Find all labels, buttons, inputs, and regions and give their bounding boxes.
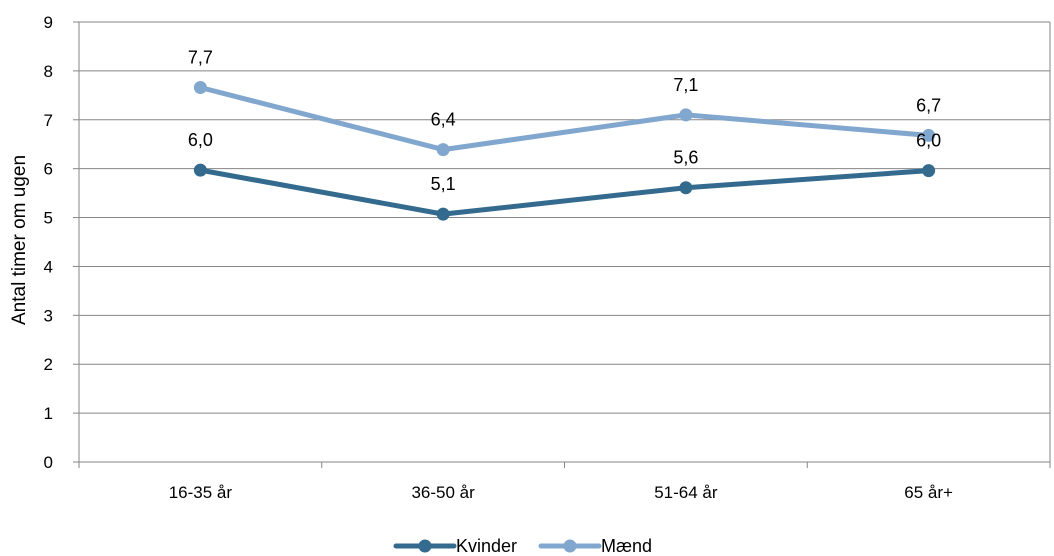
y-tick-label: 5 (44, 209, 53, 228)
y-tick-label: 8 (44, 62, 53, 81)
data-label: 5,1 (431, 174, 456, 194)
data-point (922, 128, 936, 142)
legend[interactable]: Kvinder Mænd (393, 536, 652, 556)
legend-swatch-marker (418, 539, 432, 553)
y-tick-label: 4 (44, 257, 53, 276)
data-point (436, 207, 450, 221)
legend-label: Kvinder (456, 536, 517, 556)
legend-item-mænd[interactable]: Mænd (538, 536, 652, 556)
data-point (436, 143, 450, 157)
legend-label: Mænd (601, 536, 652, 556)
y-axis-title: Antal timer om ugen (9, 155, 30, 325)
data-label: 6,0 (916, 131, 941, 151)
series-kvinder (193, 163, 936, 221)
x-tick-label: 65 år+ (904, 483, 953, 502)
data-labels: 6,0 5,1 5,6 6,0 7,7 6,4 7,1 6,7 (188, 48, 941, 195)
data-label: 6,4 (431, 110, 456, 130)
series-line (197, 85, 932, 153)
data-label: 7,1 (673, 75, 698, 95)
y-tick-label: 9 (44, 13, 53, 32)
y-tick-label: 1 (44, 404, 53, 423)
legend-swatch-marker (563, 539, 577, 553)
data-label: 6,0 (188, 130, 213, 150)
data-label: 6,7 (916, 95, 941, 115)
y-tick-label: 2 (44, 355, 53, 374)
data-label: 5,6 (673, 148, 698, 168)
axes (73, 21, 1051, 468)
legend-item-kvinder[interactable]: Kvinder (393, 536, 517, 556)
series-line (197, 167, 932, 217)
y-tick-label: 7 (44, 111, 53, 130)
gridlines (79, 21, 1050, 414)
y-tick-label: 6 (44, 160, 53, 179)
data-point (922, 164, 936, 178)
series-mænd (193, 81, 936, 157)
data-point (679, 181, 693, 195)
data-point (193, 81, 207, 95)
x-tick-labels: 16-35 år 36-50 år 51-64 år 65 år+ (169, 483, 953, 502)
data-label: 7,7 (188, 48, 213, 68)
y-tick-label: 3 (44, 306, 53, 325)
y-tick-labels: 0 1 2 3 4 5 6 7 8 9 (44, 13, 53, 472)
x-tick-label: 36-50 år (411, 483, 475, 502)
data-point (193, 163, 207, 177)
x-tick-label: 16-35 år (169, 483, 233, 502)
data-point (679, 108, 693, 122)
y-tick-label: 0 (44, 453, 53, 472)
x-tick-label: 51-64 år (654, 483, 718, 502)
series-lines (193, 81, 936, 221)
